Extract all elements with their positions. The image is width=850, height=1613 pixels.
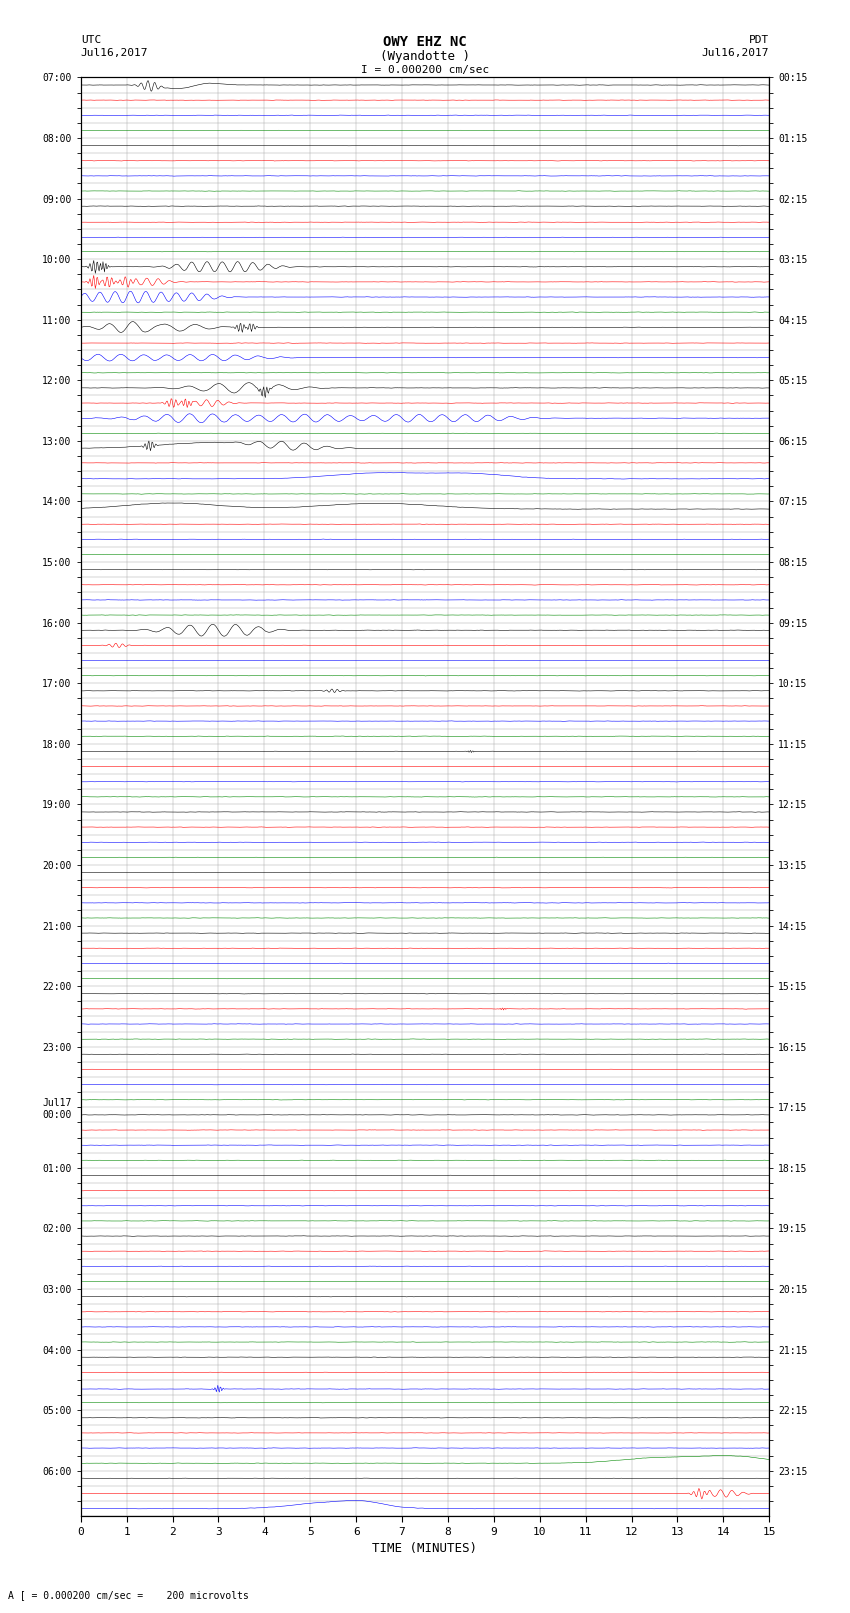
Text: Jul16,2017: Jul16,2017 — [702, 48, 769, 58]
Text: (Wyandotte ): (Wyandotte ) — [380, 50, 470, 63]
Text: OWY EHZ NC: OWY EHZ NC — [383, 35, 467, 50]
Text: PDT: PDT — [749, 35, 769, 45]
Text: Jul16,2017: Jul16,2017 — [81, 48, 148, 58]
Text: A [ = 0.000200 cm/sec =    200 microvolts: A [ = 0.000200 cm/sec = 200 microvolts — [8, 1590, 249, 1600]
X-axis label: TIME (MINUTES): TIME (MINUTES) — [372, 1542, 478, 1555]
Text: UTC: UTC — [81, 35, 101, 45]
Text: I = 0.000200 cm/sec: I = 0.000200 cm/sec — [361, 65, 489, 74]
